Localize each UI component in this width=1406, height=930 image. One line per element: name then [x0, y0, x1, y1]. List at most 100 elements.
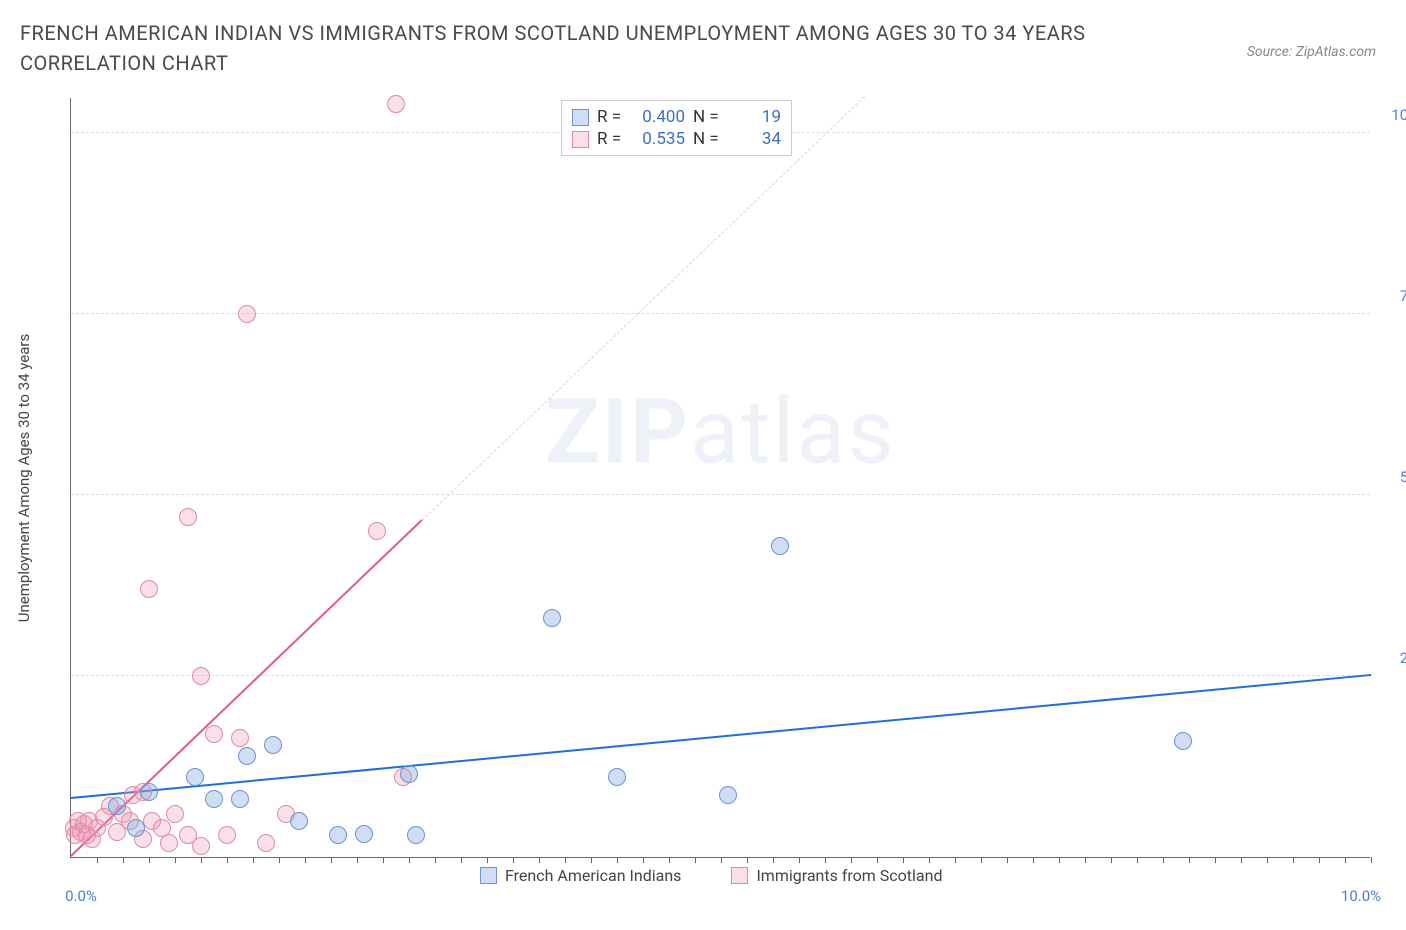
x-tick — [123, 857, 124, 863]
x-tick — [435, 857, 436, 863]
x-tick — [1085, 857, 1086, 863]
x-tick — [1189, 857, 1190, 863]
watermark: ZIPatlas — [545, 379, 896, 484]
x-tick — [1215, 857, 1216, 863]
data-point-pink — [205, 725, 223, 743]
y-tick-label: 75.0% — [1400, 287, 1406, 305]
swatch-pink — [572, 131, 589, 148]
stat-label: N = — [693, 129, 723, 149]
x-tick — [903, 857, 904, 863]
x-tick — [539, 857, 540, 863]
x-tick — [357, 857, 358, 863]
x-tick — [591, 857, 592, 863]
stats-row: R = 0.400 N = 19 — [572, 106, 781, 128]
x-tick — [1293, 857, 1294, 863]
data-point-blue — [140, 783, 158, 801]
x-tick — [981, 857, 982, 863]
y-axis-label: Unemployment Among Ages 30 to 34 years — [15, 334, 33, 622]
stat-label: N = — [693, 107, 723, 127]
gridline — [71, 494, 1370, 495]
x-tick — [331, 857, 332, 863]
data-point-pink — [238, 305, 256, 323]
plot-area: ZIPatlas R =0.400N =19R =0.535N =34 25.0… — [70, 98, 1370, 858]
data-point-pink — [368, 522, 386, 540]
data-point-blue — [238, 747, 256, 765]
x-tick — [1137, 857, 1138, 863]
data-point-pink — [257, 834, 275, 852]
data-point-pink — [179, 508, 197, 526]
data-point-blue — [1174, 732, 1192, 750]
data-point-pink — [160, 834, 178, 852]
data-point-blue — [543, 609, 561, 627]
x-tick — [1007, 857, 1008, 863]
data-point-blue — [290, 812, 308, 830]
x-tick — [201, 857, 202, 863]
y-tick-label: 100.0% — [1391, 106, 1406, 124]
data-point-blue — [186, 768, 204, 786]
x-tick — [773, 857, 774, 863]
data-point-blue — [771, 537, 789, 555]
data-point-pink — [218, 826, 236, 844]
stat-label: R = — [597, 107, 627, 127]
gridline — [71, 313, 1370, 314]
data-point-blue — [108, 797, 126, 815]
stat-value: 0.535 — [635, 129, 685, 149]
data-point-blue — [608, 768, 626, 786]
data-point-pink — [140, 580, 158, 598]
data-point-blue — [329, 826, 347, 844]
swatch-pink — [731, 867, 748, 884]
x-tick — [175, 857, 176, 863]
x-tick — [1033, 857, 1034, 863]
stat-value: 19 — [731, 107, 781, 127]
x-tick — [1345, 857, 1346, 863]
x-tick — [747, 857, 748, 863]
data-point-pink — [231, 729, 249, 747]
x-tick — [383, 857, 384, 863]
data-point-blue — [355, 825, 373, 843]
x-tick — [825, 857, 826, 863]
x-tick — [1267, 857, 1268, 863]
y-tick-label: 50.0% — [1400, 468, 1406, 486]
swatch-blue — [480, 867, 497, 884]
legend-item-pink: Immigrants from Scotland — [731, 866, 942, 885]
series-legend: French American Indians Immigrants from S… — [480, 866, 942, 885]
y-tick-label: 25.0% — [1400, 649, 1406, 667]
x-tick — [1059, 857, 1060, 863]
data-point-blue — [231, 790, 249, 808]
data-point-blue — [407, 826, 425, 844]
legend-label: French American Indians — [505, 866, 681, 885]
data-point-pink — [192, 837, 210, 855]
data-point-blue — [205, 790, 223, 808]
x-tick — [279, 857, 280, 863]
x-tick — [97, 857, 98, 863]
swatch-blue — [572, 109, 589, 126]
stat-value: 0.400 — [635, 107, 685, 127]
x-tick — [851, 857, 852, 863]
x-tick — [643, 857, 644, 863]
x-tick — [149, 857, 150, 863]
x-tick — [617, 857, 618, 863]
x-tick — [1163, 857, 1164, 863]
x-tick — [955, 857, 956, 863]
data-point-pink — [192, 667, 210, 685]
x-tick — [305, 857, 306, 863]
gridline — [71, 675, 1370, 676]
data-point-blue — [400, 765, 418, 783]
data-point-blue — [127, 819, 145, 837]
x-tick-label: 0.0% — [65, 887, 97, 905]
legend-label: Immigrants from Scotland — [756, 866, 942, 885]
x-tick — [799, 857, 800, 863]
data-point-blue — [719, 786, 737, 804]
x-tick — [409, 857, 410, 863]
x-tick — [929, 857, 930, 863]
data-point-pink — [387, 95, 405, 113]
stat-value: 34 — [731, 129, 781, 149]
x-tick — [513, 857, 514, 863]
source-citation: Source: ZipAtlas.com — [1247, 18, 1386, 60]
x-tick — [721, 857, 722, 863]
chart-container: Unemployment Among Ages 30 to 34 years Z… — [60, 98, 1380, 878]
x-tick — [1371, 857, 1372, 863]
stats-legend: R = 0.400 N = 19R = 0.535 N = 34 — [561, 100, 792, 156]
chart-title: FRENCH AMERICAN INDIAN VS IMMIGRANTS FRO… — [20, 18, 1120, 78]
x-tick — [461, 857, 462, 863]
